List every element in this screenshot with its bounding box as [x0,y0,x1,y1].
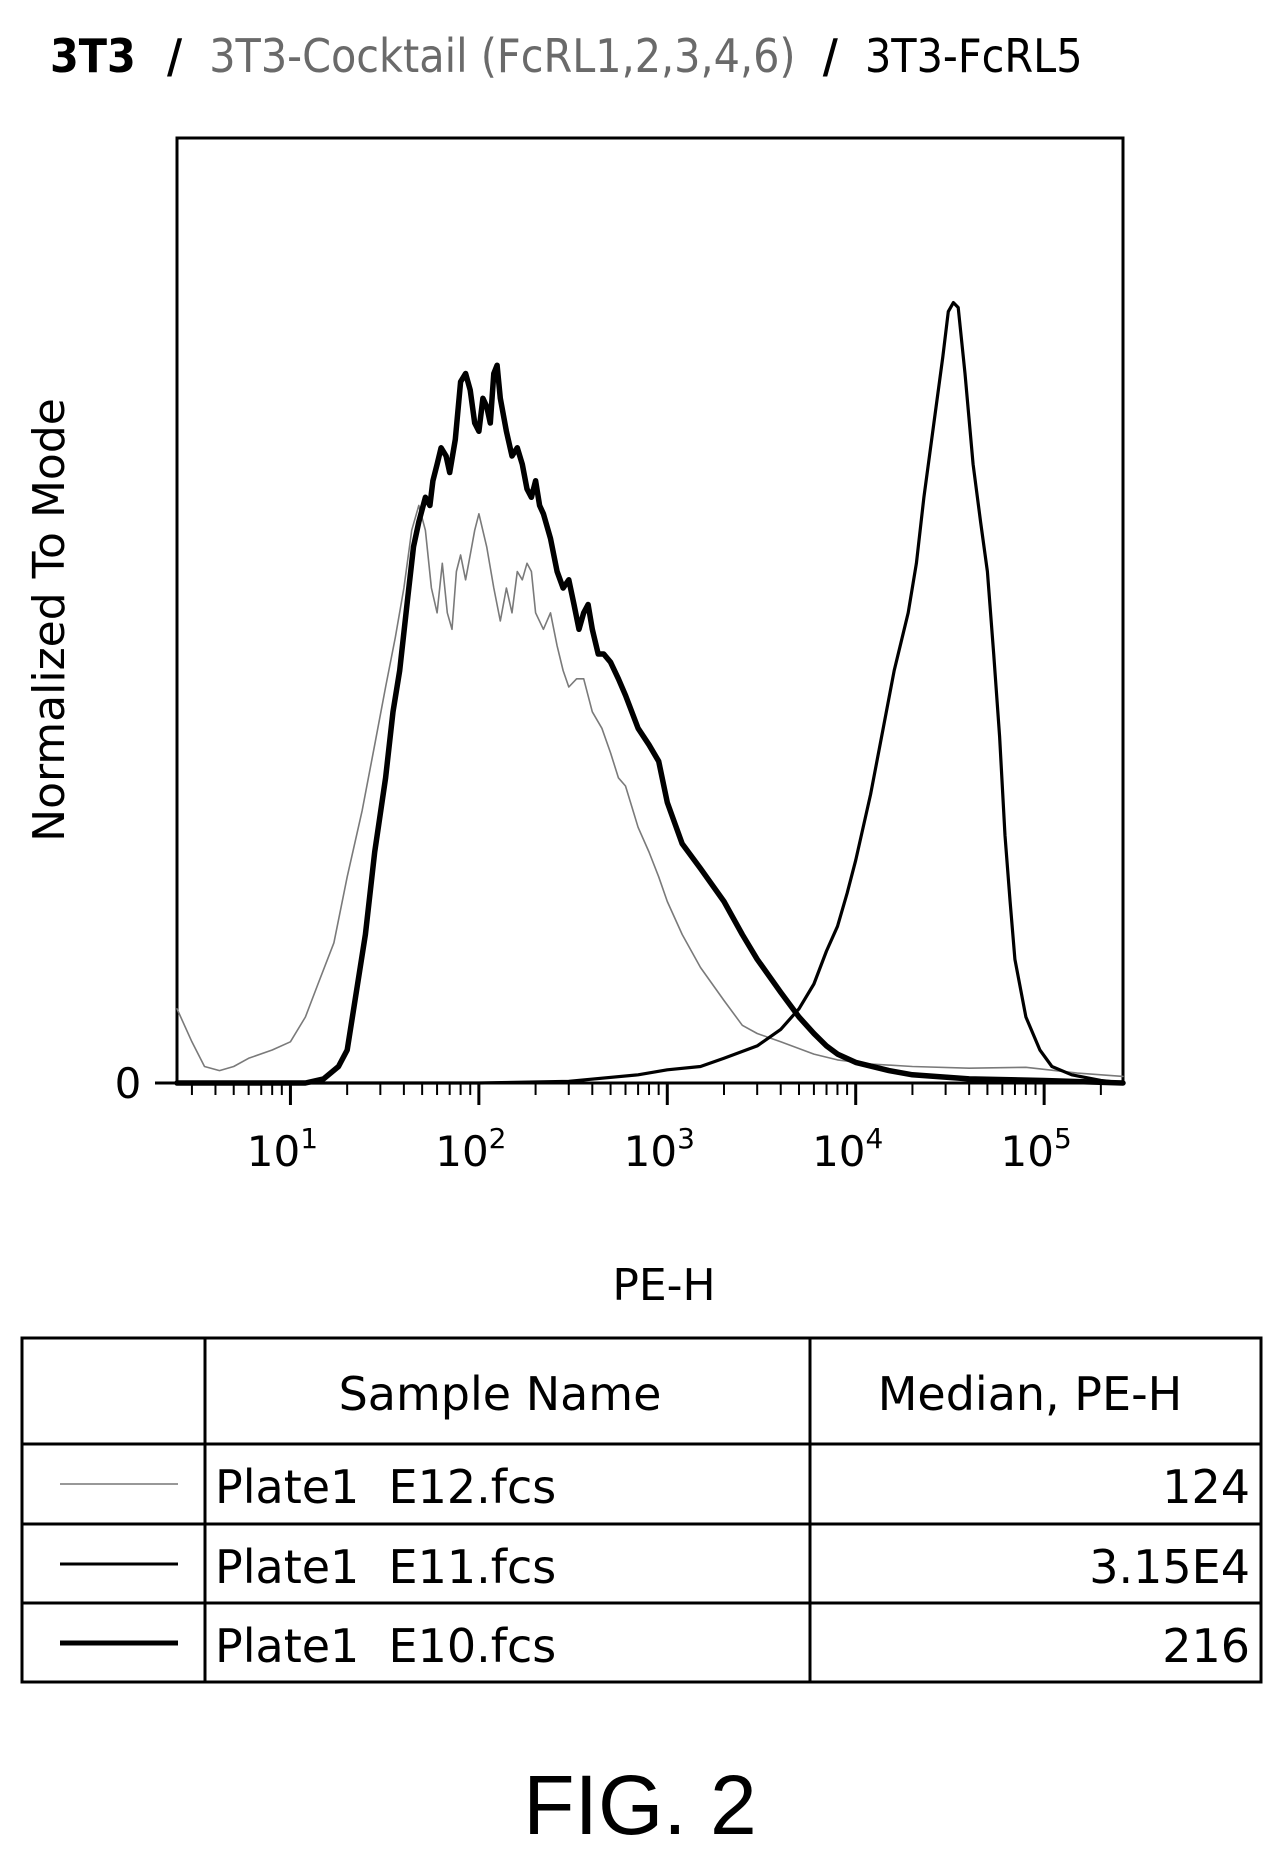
x-tick-base: 10 [1000,1127,1053,1176]
legend-table: Sample Name Median, PE-H Plate1 E12.fcs … [20,1336,1263,1684]
x-tick-label-4: 104 [812,1122,883,1176]
table-cell-median: 3.15E4 [1089,1540,1250,1594]
table-cell-median: 216 [1162,1619,1250,1673]
x-tick-label-2: 102 [435,1122,506,1176]
title-segment-cocktail: 3T3-Cocktail (FcRL1,2,3,4,6) [209,29,795,83]
y-tick-label-0: 0 [115,1059,142,1108]
table-header-median: Median, PE-H [878,1367,1183,1421]
x-axis-ticks [190,1083,1102,1105]
x-tick-base: 10 [624,1127,677,1176]
x-tick-exponent: 4 [866,1122,884,1155]
table-header-sample-name: Sample Name [339,1367,662,1421]
table-cell-sample: Plate1 E12.fcs [215,1460,556,1514]
series-line-thin [176,504,1124,1078]
table-cell-sample: Plate1 E11.fcs [215,1540,556,1594]
x-tick-exponent: 5 [1054,1122,1072,1155]
chart-title: 3T3 / 3T3-Cocktail (FcRL1,2,3,4,6) / 3T3… [50,29,1083,83]
figure-label: FIG. 2 [523,1758,756,1852]
title-separator: / [823,29,839,83]
table-border [20,1336,1263,1684]
title-segment-fcrl5: 3T3-FcRL5 [865,29,1083,83]
x-tick-label-5: 105 [1000,1122,1071,1176]
plot-frame [175,136,1125,1085]
table-cell-median: 124 [1162,1460,1250,1514]
x-tick-exponent: 1 [300,1122,318,1155]
x-tick-base: 10 [435,1127,488,1176]
x-tick-exponent: 2 [489,1122,507,1155]
x-tick-base: 10 [812,1127,865,1176]
x-axis-tick-labels: 101 102 103 104 105 [247,1122,1072,1176]
title-segment-3t3: 3T3 [50,29,136,83]
title-separator: / [167,29,183,83]
series-line-thick [174,362,1126,1086]
histogram-curves [174,301,1126,1086]
y-axis-label: Normalized To Mode [24,398,75,842]
x-tick-exponent: 3 [677,1122,695,1155]
x-tick-label-1: 101 [247,1122,318,1176]
table-cell-sample: Plate1 E10.fcs [215,1619,556,1673]
x-axis-label: PE-H [612,1260,715,1311]
x-tick-base: 10 [247,1127,300,1176]
series-line-medium [175,301,1125,1085]
x-tick-label-3: 103 [624,1122,695,1176]
